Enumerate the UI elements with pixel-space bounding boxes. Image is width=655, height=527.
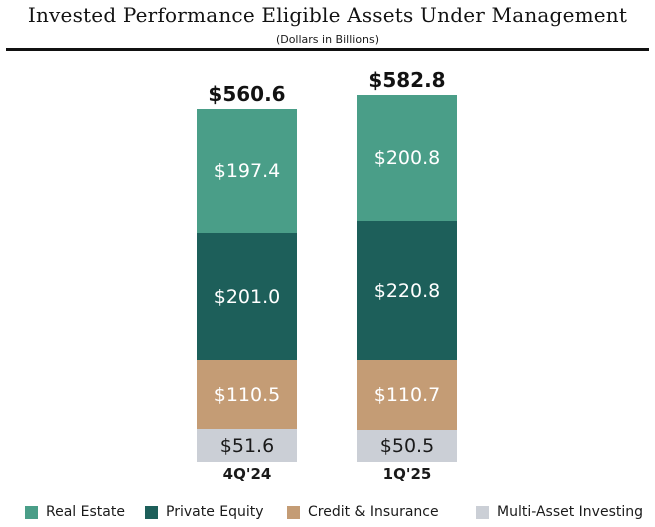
segment-value-label: $50.5 (379, 434, 435, 457)
bar-segment-credit-insurance: $110.7 (357, 360, 457, 431)
legend-item-credit-insurance: Credit & Insurance (287, 504, 439, 520)
legend-label-private-equity: Private Equity (166, 504, 264, 520)
legend-item-private-equity: Private Equity (145, 504, 264, 520)
legend-item-real-estate: Real Estate (25, 504, 125, 520)
bar-total-label-1q-25: $582.8 (368, 67, 446, 92)
chart-subtitle: (Dollars in Billions) (275, 33, 380, 46)
x-axis-label-4q-24: 4Q'24 (222, 465, 272, 483)
bar-group-4q-24: $560.6 $197.4 $201.0 $110.5 $51.6 (197, 82, 297, 462)
bar-segment-multi-asset-investing: $50.5 (357, 430, 457, 462)
bar-segment-credit-insurance: $110.5 (197, 359, 297, 430)
segment-value-label: $51.6 (219, 434, 275, 457)
bar-segment-private-equity: $220.8 (357, 221, 457, 361)
legend-swatch-real-estate (25, 505, 38, 519)
legend-swatch-credit-insurance (287, 505, 300, 519)
chart-title: Invested Performance Eligible Assets Und… (27, 3, 628, 27)
segment-value-label: $110.5 (213, 383, 281, 406)
bar-segment-private-equity: $201.0 (197, 233, 297, 360)
segment-value-label: $201.0 (213, 285, 281, 308)
bar-segment-multi-asset-investing: $51.6 (197, 429, 297, 462)
segment-value-label: $110.7 (373, 384, 441, 407)
bar-total-label-4q-24: $560.6 (208, 81, 286, 106)
legend-label-multi-asset-investing: Multi-Asset Investing (497, 504, 644, 520)
x-axis-label-1q-25: 1Q'25 (382, 465, 432, 483)
header-divider (6, 48, 649, 51)
legend-swatch-private-equity (145, 505, 158, 519)
bar-group-1q-25: $582.8 $200.8 $220.8 $110.7 $50.5 (357, 68, 457, 462)
segment-value-label: $197.4 (213, 160, 281, 183)
legend-label-real-estate: Real Estate (46, 504, 125, 520)
legend-swatch-multi-asset-investing (476, 505, 489, 519)
segment-value-label: $220.8 (373, 279, 441, 302)
legend-item-multi-asset-investing: Multi-Asset Investing (476, 504, 643, 520)
bar-segment-real-estate: $200.8 (357, 94, 457, 222)
bar-segment-real-estate: $197.4 (197, 108, 297, 234)
segment-value-label: $200.8 (373, 147, 441, 170)
legend-label-credit-insurance: Credit & Insurance (308, 504, 439, 520)
